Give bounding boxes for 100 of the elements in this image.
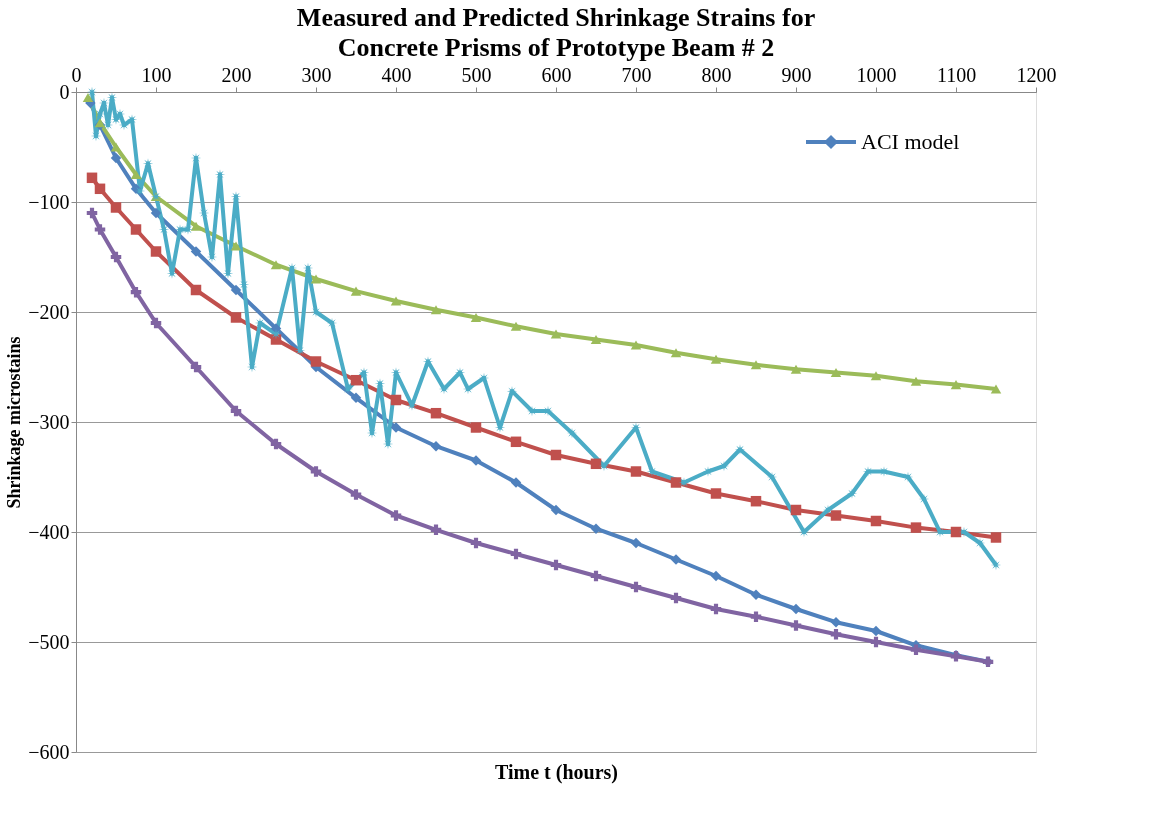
- point: [230, 241, 242, 251]
- point: [82, 92, 94, 103]
- point: [630, 340, 642, 350]
- point: [230, 405, 242, 417]
- point: [94, 183, 106, 195]
- point: [270, 438, 282, 450]
- point: [590, 570, 602, 582]
- point: [790, 620, 802, 631]
- point: [390, 510, 402, 521]
- y-tick-label: −100: [28, 190, 70, 213]
- point: [130, 183, 142, 195]
- point: [110, 202, 122, 213]
- point: [670, 477, 682, 488]
- y-axis-title: Shrinkage microstains: [4, 336, 25, 509]
- point: [470, 455, 482, 466]
- point: [270, 260, 282, 270]
- x-tick-label: 400: [381, 63, 412, 86]
- point: [630, 466, 642, 477]
- point: [430, 407, 442, 419]
- point: [550, 504, 562, 516]
- point: [190, 221, 202, 231]
- point: [310, 466, 322, 477]
- point: [94, 224, 106, 235]
- point: [670, 554, 682, 565]
- point: [830, 510, 842, 521]
- x-tick-label: 1100: [936, 63, 977, 86]
- point: [86, 207, 98, 219]
- x-tick-label: 300: [301, 63, 332, 86]
- x-tick-label: 1200: [1016, 63, 1057, 86]
- point: [910, 644, 922, 655]
- point: [510, 548, 522, 560]
- point: [470, 422, 482, 433]
- point: [630, 537, 642, 549]
- point: [830, 616, 842, 628]
- point: [350, 489, 362, 500]
- y-tick-label: −600: [28, 740, 70, 763]
- point: [870, 515, 882, 527]
- point: [190, 361, 202, 373]
- point: [790, 504, 802, 516]
- point: [310, 274, 322, 284]
- point: [870, 636, 882, 648]
- point: [190, 246, 202, 257]
- point: [230, 312, 242, 323]
- x-tick-label: 100: [141, 63, 172, 86]
- point: [990, 384, 1002, 394]
- point: [990, 532, 1002, 543]
- point: [630, 581, 642, 593]
- point: [750, 589, 762, 600]
- legend-label: ACI model: [861, 129, 960, 154]
- point: [110, 251, 122, 263]
- point: [390, 394, 402, 406]
- point: [710, 488, 722, 499]
- point: [830, 367, 842, 378]
- point: [510, 477, 522, 488]
- point: [350, 286, 362, 296]
- point: [390, 296, 402, 306]
- point: [510, 436, 522, 448]
- point: [910, 522, 922, 533]
- x-axis-title: Time t (hours): [495, 760, 618, 784]
- point: [590, 334, 602, 345]
- x-tick-label: 900: [781, 63, 812, 86]
- point: [430, 440, 442, 452]
- point: [790, 603, 802, 615]
- y-tick-label: −200: [28, 300, 70, 323]
- point: [130, 286, 142, 298]
- x-tick-label: 1000: [856, 63, 897, 86]
- point: [550, 449, 562, 461]
- point: [710, 603, 722, 615]
- point: [790, 364, 802, 374]
- point: [86, 172, 98, 184]
- point: [910, 376, 922, 386]
- x-tick-label: 500: [461, 63, 492, 86]
- point: [750, 611, 762, 622]
- point: [710, 570, 722, 582]
- point: [430, 305, 442, 315]
- point: [130, 224, 142, 235]
- point: [750, 360, 762, 370]
- point: [150, 207, 162, 219]
- point: [230, 284, 242, 296]
- point: [130, 169, 142, 180]
- point: [510, 321, 522, 331]
- point: [750, 495, 762, 507]
- point: [670, 348, 682, 358]
- point: [830, 629, 842, 640]
- point: [110, 142, 122, 152]
- y-tick-label: 0: [59, 80, 70, 103]
- point: [350, 392, 362, 404]
- x-tick-label: 200: [221, 63, 252, 86]
- point: [310, 356, 322, 367]
- point: [110, 152, 122, 164]
- point: [550, 329, 562, 339]
- x-tick-label: 600: [541, 63, 572, 86]
- y-tick-label: −400: [28, 520, 70, 543]
- point: [150, 317, 162, 329]
- point: [150, 246, 162, 257]
- chart-title: Measured and Predicted Shrinkage Strains for Concrete Prisms of Prototype Beam # 2: [296, 3, 816, 62]
- point: [190, 284, 202, 296]
- point: [870, 371, 882, 381]
- point: [470, 537, 482, 549]
- point: [390, 422, 402, 433]
